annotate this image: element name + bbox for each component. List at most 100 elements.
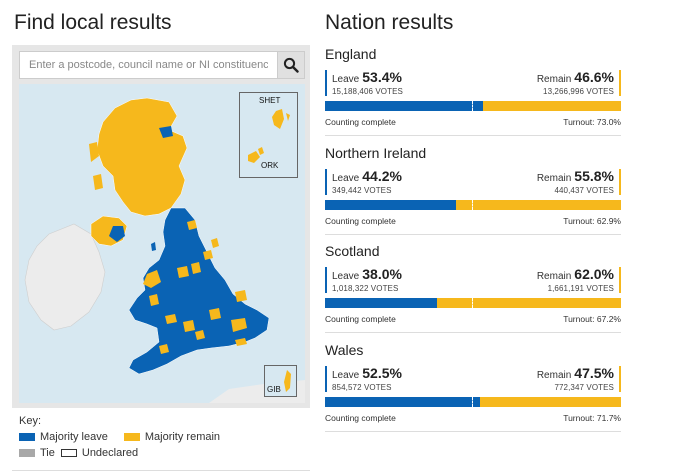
- remain-label: Remain: [536, 271, 572, 282]
- midpoint-marker: [472, 298, 473, 308]
- results-map[interactable]: SHET ORK GIB: [19, 84, 305, 403]
- leave-percent: 38.0%: [362, 266, 402, 282]
- result-bar: [325, 298, 621, 308]
- nation-results-title: Nation results: [325, 11, 454, 34]
- cambridge-remain: [235, 290, 247, 302]
- midpoint-marker: [472, 200, 473, 210]
- leave-result: Leave 53.4% 15,188,406 VOTES: [325, 70, 403, 96]
- nation-scotland[interactable]: Scotland Leave 38.0% 1,018,322 VOTES Rema…: [325, 243, 621, 339]
- gibraltar-inset[interactable]: GIB: [264, 365, 297, 397]
- newcastle-remain: [187, 220, 197, 230]
- key-leave-label: Majority leave: [40, 431, 108, 443]
- leave-bar-fill: [325, 298, 438, 308]
- uk-map-svg: [24, 97, 305, 403]
- nation-name: England: [325, 46, 377, 62]
- key-title: Key:: [19, 415, 42, 427]
- shetland-label: SHET: [259, 96, 281, 105]
- remain-percent: 62.0%: [574, 266, 614, 282]
- nation-name: Northern Ireland: [325, 145, 427, 161]
- tie-swatch: [19, 449, 35, 457]
- count-status: Counting complete: [325, 413, 396, 423]
- turnout: Turnout: 62.9%: [563, 216, 621, 226]
- remain-label: Remain: [536, 173, 572, 184]
- orkney-islands: [248, 147, 264, 163]
- ni-leave-areas: [109, 226, 125, 242]
- key-remain-label: Majority remain: [144, 431, 221, 443]
- count-status: Counting complete: [325, 216, 396, 226]
- result-bar: [325, 397, 621, 407]
- leave-votes: 15,188,406 VOTES: [332, 87, 403, 96]
- search-input[interactable]: [20, 52, 277, 78]
- remain-label: Remain: [536, 74, 572, 85]
- exeter-remain: [159, 344, 169, 354]
- cardiff-remain: [165, 314, 177, 324]
- shetland-orkney-inset[interactable]: SHET ORK: [239, 92, 298, 178]
- key-tie-label: Tie: [40, 447, 55, 459]
- remain-result: Remain 47.5% 772,347 VOTES: [537, 366, 621, 392]
- remain-result: Remain 55.8% 440,437 VOTES: [537, 169, 621, 195]
- divider: [325, 332, 621, 333]
- leave-label: Leave: [332, 74, 360, 85]
- nation-england[interactable]: England Leave 53.4% 15,188,406 VOTES Rema…: [325, 46, 621, 142]
- nation-northern-ireland[interactable]: Northern Ireland Leave 44.2% 349,442 VOTE…: [325, 145, 621, 241]
- moray-leave: [159, 126, 173, 138]
- count-status: Counting complete: [325, 314, 396, 324]
- divider: [325, 135, 621, 136]
- leave-bar-fill: [325, 200, 456, 210]
- result-bar: [325, 101, 621, 111]
- england-wales-region: [128, 207, 270, 375]
- nation-wales[interactable]: Wales Leave 52.5% 854,572 VOTES Remain 47.…: [325, 342, 621, 438]
- ireland-landmass: [24, 223, 106, 331]
- gwynedd-remain: [143, 270, 161, 288]
- key-undeclared-label: Undeclared: [81, 447, 139, 459]
- key-row-other: Tie Undeclared: [19, 447, 138, 459]
- leave-label: Leave: [332, 370, 360, 381]
- remain-percent: 55.8%: [574, 168, 614, 184]
- leave-swatch: [19, 433, 35, 441]
- search-box[interactable]: [19, 51, 277, 79]
- remain-percent: 46.6%: [574, 69, 614, 85]
- ceredigion-remain: [149, 294, 159, 306]
- leave-percent: 52.5%: [362, 365, 402, 381]
- gibraltar-shape: [284, 370, 291, 392]
- turnout: Turnout: 67.2%: [563, 314, 621, 324]
- remain-votes: 1,661,191 VOTES: [547, 284, 614, 293]
- liverpool-remain: [177, 266, 189, 278]
- remain-result: Remain 46.6% 13,266,996 VOTES: [537, 70, 621, 96]
- leave-label: Leave: [332, 271, 360, 282]
- midpoint-marker: [472, 397, 473, 407]
- remain-swatch: [123, 433, 140, 441]
- search-icon: [283, 57, 299, 73]
- midpoint-marker: [472, 101, 473, 111]
- isle-of-man: [151, 242, 156, 251]
- remain-votes: 440,437 VOTES: [554, 186, 614, 195]
- leeds-remain: [203, 250, 213, 260]
- brighton-remain: [235, 338, 247, 346]
- london-remain: [231, 318, 247, 332]
- key-row-majority: Majority leave Majority remain: [19, 431, 220, 443]
- remain-result: Remain 62.0% 1,661,191 VOTES: [537, 267, 621, 293]
- result-bar: [325, 200, 621, 210]
- gibraltar-label: GIB: [267, 385, 281, 394]
- leave-bar-fill: [325, 101, 484, 111]
- york-remain: [211, 238, 219, 248]
- leave-label: Leave: [332, 173, 360, 184]
- scotland-islands: [89, 142, 103, 190]
- scotland-region: [96, 97, 188, 217]
- divider: [325, 431, 621, 432]
- leave-bar-fill: [325, 397, 481, 407]
- bristol-remain: [183, 320, 195, 332]
- oxford-remain: [209, 308, 221, 320]
- leave-votes: 854,572 VOTES: [332, 383, 392, 392]
- nation-name: Scotland: [325, 243, 380, 259]
- turnout: Turnout: 71.7%: [563, 413, 621, 423]
- turnout: Turnout: 73.0%: [563, 117, 621, 127]
- search-button[interactable]: [277, 51, 305, 79]
- count-status: Counting complete: [325, 117, 396, 127]
- leave-result: Leave 38.0% 1,018,322 VOTES: [325, 267, 402, 293]
- leave-percent: 53.4%: [362, 69, 402, 85]
- bath-remain: [195, 330, 205, 340]
- nation-name: Wales: [325, 342, 364, 358]
- undeclared-swatch: [60, 449, 77, 457]
- leave-votes: 349,442 VOTES: [332, 186, 392, 195]
